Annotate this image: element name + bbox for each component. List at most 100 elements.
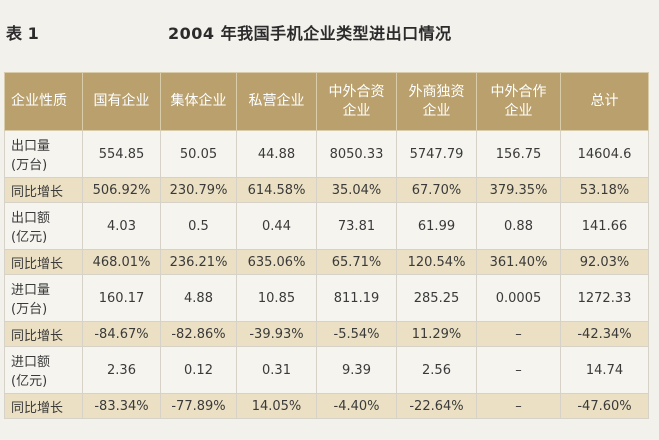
- column-header-line: 企业: [342, 102, 371, 119]
- table-cell: 120.54%: [396, 249, 477, 275]
- table-cell: 14604.6: [560, 130, 649, 178]
- table-cell: 9.39: [316, 346, 397, 394]
- column-header-line: 集体企业: [170, 93, 227, 109]
- row-label: 出口量 (万台): [4, 130, 83, 178]
- row-label-line: (万台): [11, 158, 48, 173]
- table-cell: 554.85: [82, 130, 161, 178]
- column-header-line: 企业性质: [11, 93, 67, 109]
- table-cell: 10.85: [236, 274, 317, 322]
- table-cell: 4.88: [160, 274, 237, 322]
- table-title: 2004 年我国手机企业类型进出口情况: [168, 24, 452, 43]
- column-header-line: 企业: [422, 102, 451, 119]
- table-cell: 230.79%: [160, 177, 237, 203]
- table-cell: 141.66: [560, 202, 649, 250]
- row-label-line: 同比增长: [11, 184, 64, 200]
- row-label-line: 同比增长: [11, 328, 64, 344]
- page-header: 表 1 2004 年我国手机企业类型进出口情况: [0, 0, 659, 58]
- table-cell: 811.19: [316, 274, 397, 322]
- table-cell: 11.29%: [396, 321, 477, 347]
- table-cell: 0.12: [160, 346, 237, 394]
- table-cell: 1272.33: [560, 274, 649, 322]
- table-cell: 635.06%: [236, 249, 317, 275]
- table-row: 进口额 (亿元) 2.36 0.12 0.31 9.39 2.56–14.74: [4, 346, 649, 394]
- column-header-line: 企业: [504, 102, 533, 119]
- table-cell: 67.70%: [396, 177, 477, 203]
- table-cell: 2.36: [82, 346, 161, 394]
- column-header: 国有企业: [82, 72, 161, 131]
- table-row: 同比增长 -84.67% -82.86% -39.93% -5.54% 11.29% – -4…: [4, 321, 649, 347]
- row-label: 同比增长: [4, 393, 83, 419]
- table-cell: 73.81: [316, 202, 397, 250]
- table-cell: –: [476, 321, 561, 347]
- table-cell: 0.44: [236, 202, 317, 250]
- table-cell: -5.54%: [316, 321, 397, 347]
- table-cell: 506.92%: [82, 177, 161, 203]
- table-cell: 14.74: [560, 346, 649, 394]
- table-cell: 614.58%: [236, 177, 317, 203]
- table-cell: 92.03%: [560, 249, 649, 275]
- table-row: 出口额 (亿元) 4.03 0.5 0.44 73.81 61.99 0.88 141.66: [4, 202, 649, 250]
- column-header-line: 中外合资: [328, 83, 385, 100]
- row-label: 同比增长: [4, 321, 83, 347]
- column-header-line: 中外合作: [490, 83, 547, 100]
- table-cell: –: [476, 393, 561, 419]
- table-cell: 8050.33: [316, 130, 397, 178]
- table-cell: -42.34%: [560, 321, 649, 347]
- row-label: 出口额 (亿元): [4, 202, 83, 250]
- row-label-line: (亿元): [11, 230, 48, 245]
- table-cell: -39.93%: [236, 321, 317, 347]
- row-label-line: 同比增长: [11, 256, 64, 272]
- table-row: 同比增长 468.01% 236.21% 635.06% 65.71% 120.54% 36…: [4, 249, 649, 275]
- table-header-row: 企业性质 国有企业 集体企业 私营企业 中外合资 企业 外商独资 企业 中外合作 企业 总计: [4, 72, 649, 131]
- table-cell: 53.18%: [560, 177, 649, 203]
- column-header-line: 私营企业: [248, 93, 305, 109]
- column-header: 中外合资 企业: [316, 72, 397, 131]
- table-number-label: 表 1: [6, 24, 39, 43]
- column-header-line: 国有企业: [93, 93, 150, 109]
- table-cell: -84.67%: [82, 321, 161, 347]
- column-header: 外商独资 企业: [396, 72, 477, 131]
- row-label: 同比增长: [4, 249, 83, 275]
- table-row: 进口量 (万台) 160.17 4.88 10.85 811.19 285.25 0.0005…: [4, 274, 649, 322]
- table-cell: 50.05: [160, 130, 237, 178]
- table-cell: 0.31: [236, 346, 317, 394]
- table-cell: -47.60%: [560, 393, 649, 419]
- table-cell: -77.89%: [160, 393, 237, 419]
- column-header-line: 总计: [590, 93, 619, 109]
- column-header: 私营企业: [236, 72, 317, 131]
- row-label: 同比增长: [4, 177, 83, 203]
- column-header: 集体企业: [160, 72, 237, 131]
- table-cell: 0.88: [476, 202, 561, 250]
- table-cell: 2.56: [396, 346, 477, 394]
- table-row: 同比增长 506.92% 230.79% 614.58% 35.04% 67.70% 379…: [4, 177, 649, 203]
- row-label-line: 出口额: [11, 211, 51, 226]
- table-cell: -22.64%: [396, 393, 477, 419]
- table-cell: 468.01%: [82, 249, 161, 275]
- table-cell: 0.5: [160, 202, 237, 250]
- table-cell: 361.40%: [476, 249, 561, 275]
- row-label-line: 同比增长: [11, 400, 64, 416]
- row-label-line: 进口额: [11, 355, 51, 370]
- export-import-table: 企业性质 国有企业 集体企业 私营企业 中外合资 企业 外商独资 企业 中外合作 企业 总计 出口量…: [4, 72, 649, 419]
- table-cell: 65.71%: [316, 249, 397, 275]
- column-header-type: 企业性质: [4, 72, 83, 131]
- column-header-line: 外商独资: [408, 83, 465, 100]
- table-cell: 156.75: [476, 130, 561, 178]
- row-label-line: (亿元): [11, 374, 48, 389]
- row-label-line: 进口量: [11, 283, 51, 298]
- table-cell: 379.35%: [476, 177, 561, 203]
- table-cell: 5747.79: [396, 130, 477, 178]
- table-row: 出口量 (万台) 554.85 50.05 44.88 8050.33 5747.79 156…: [4, 130, 649, 178]
- table-row: 同比增长 -83.34% -77.89% 14.05% -4.40% -22.64% – -4…: [4, 393, 649, 419]
- table-cell: 285.25: [396, 274, 477, 322]
- table-cell: 14.05%: [236, 393, 317, 419]
- row-label-line: (万台): [11, 302, 48, 317]
- row-label-line: 出口量: [11, 139, 51, 154]
- table-cell: -82.86%: [160, 321, 237, 347]
- table-cell: 44.88: [236, 130, 317, 178]
- table-cell: 236.21%: [160, 249, 237, 275]
- table-cell: -83.34%: [82, 393, 161, 419]
- table-cell: 160.17: [82, 274, 161, 322]
- table-cell: 35.04%: [316, 177, 397, 203]
- table-cell: -4.40%: [316, 393, 397, 419]
